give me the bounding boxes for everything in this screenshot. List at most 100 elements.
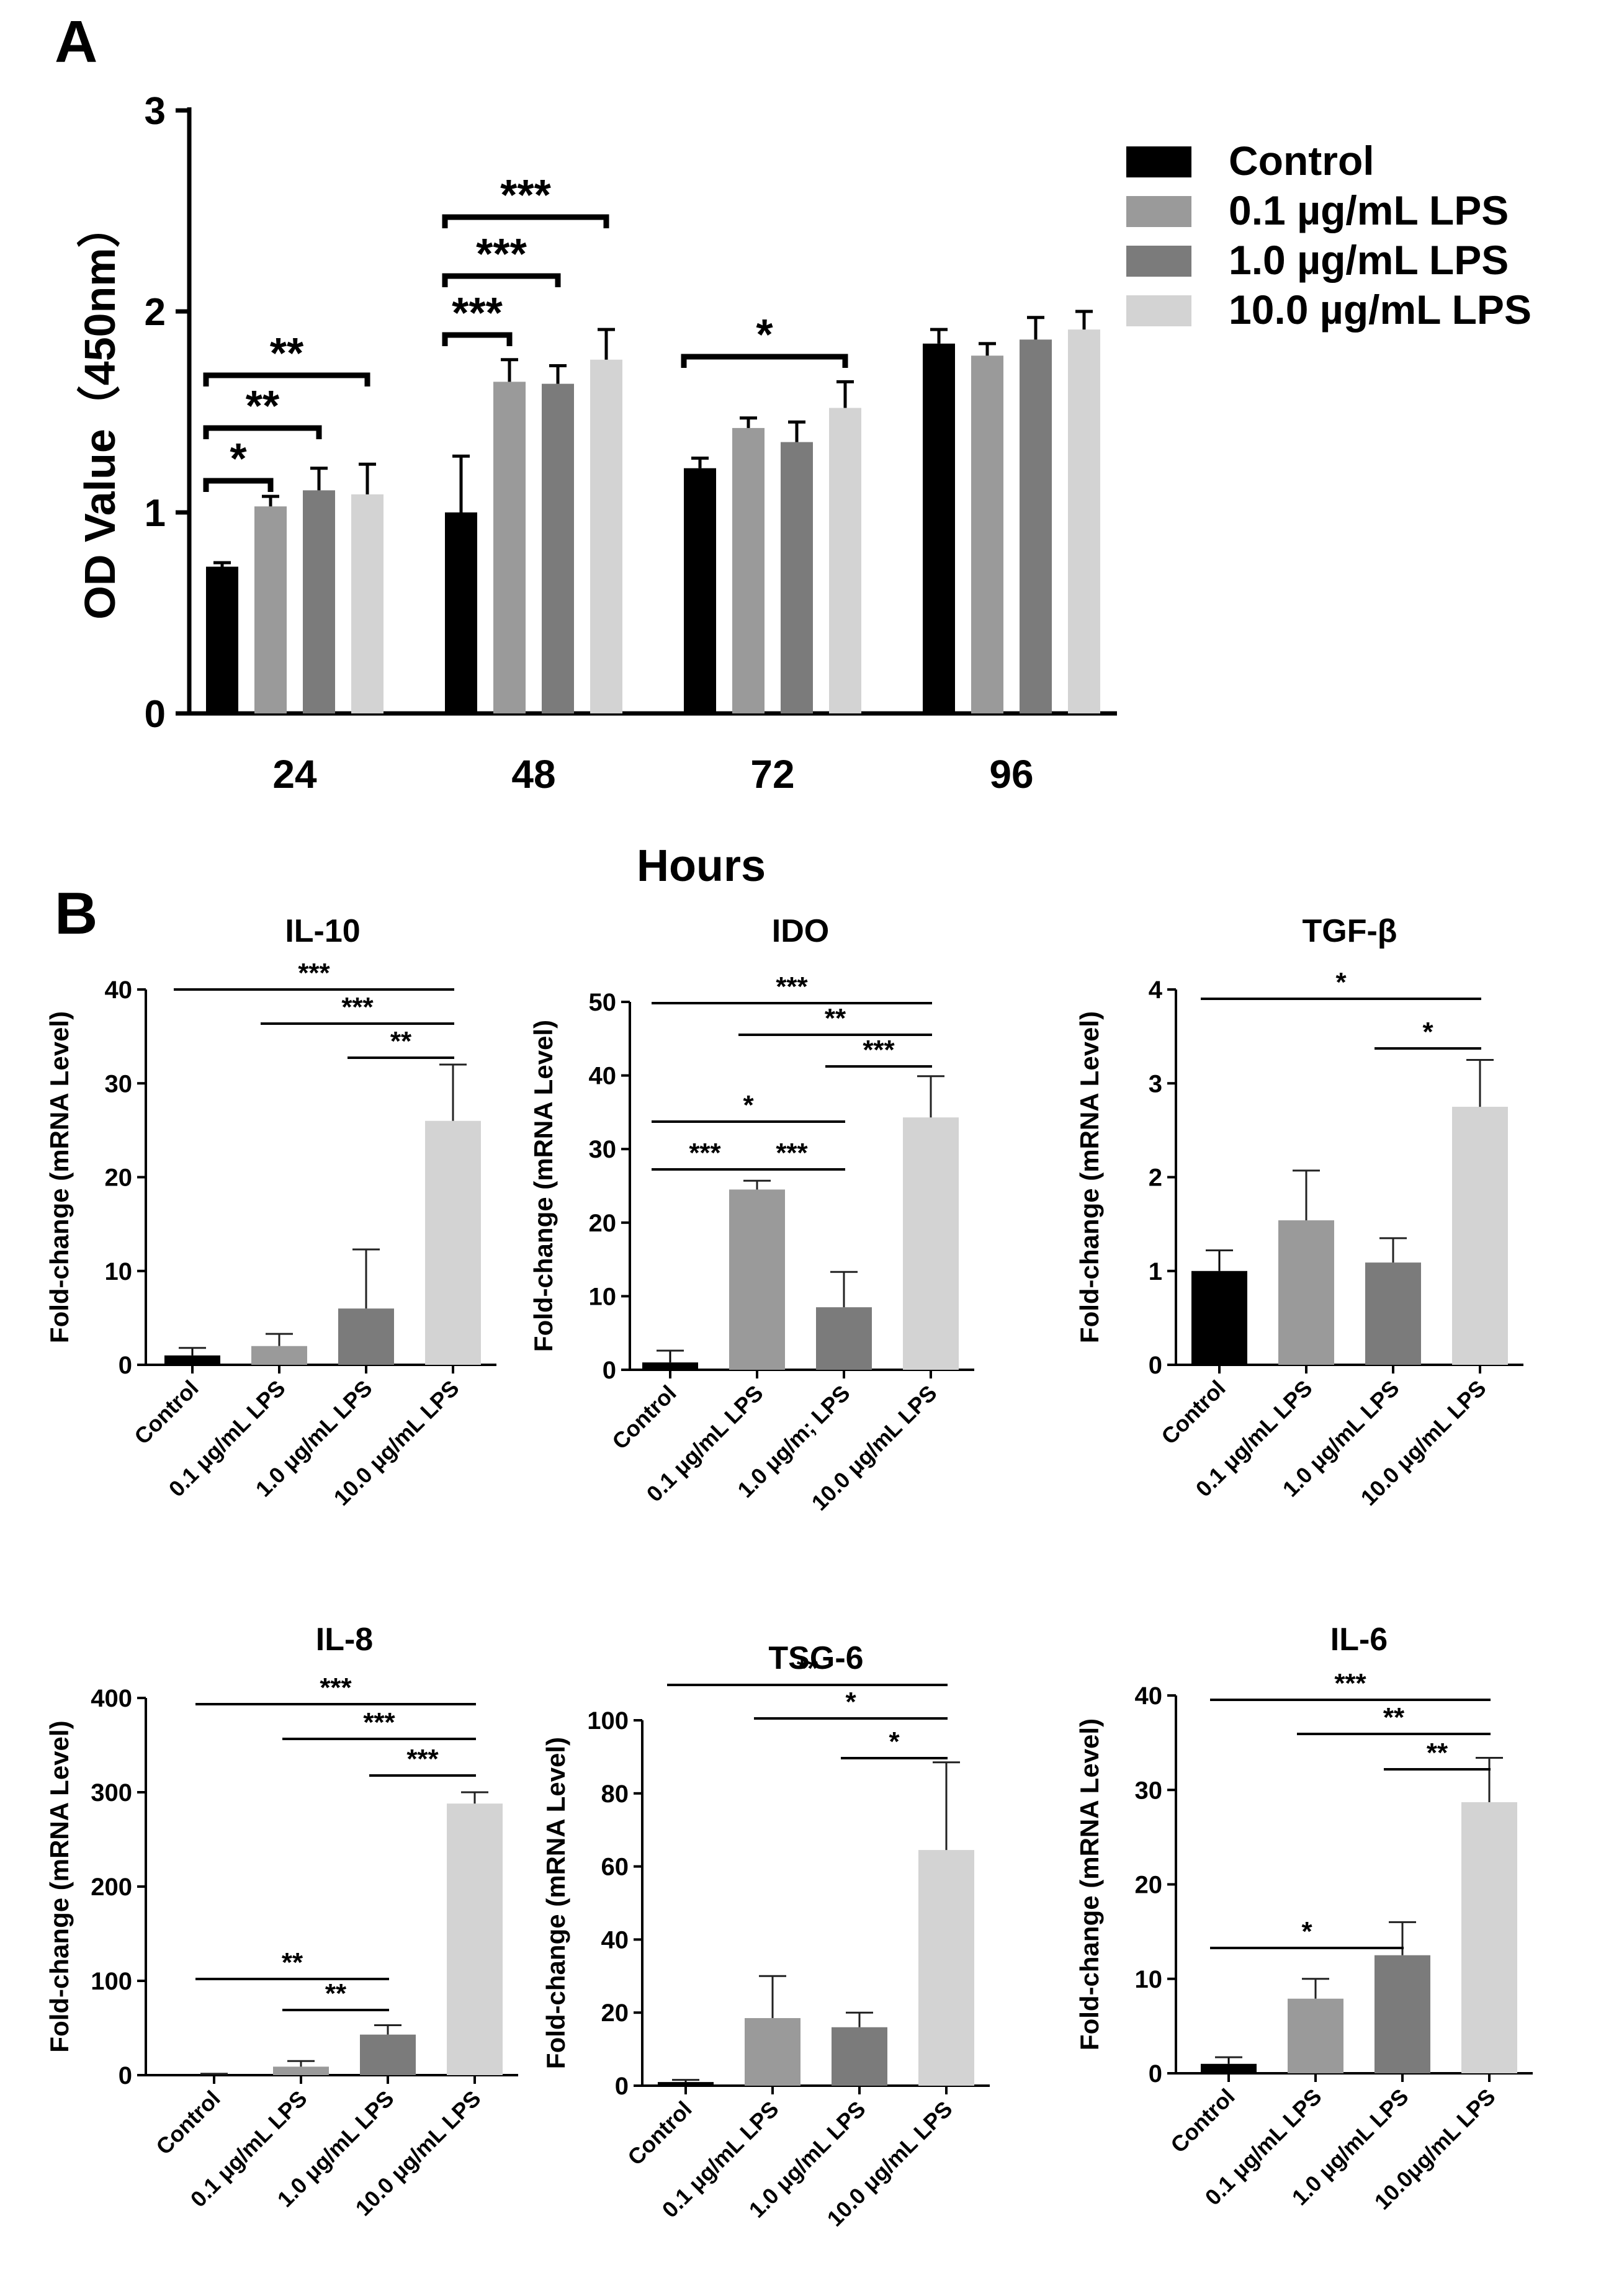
- bar: [590, 359, 622, 713]
- y-tick-label: 300: [91, 1779, 132, 1807]
- bar: [903, 1117, 959, 1370]
- x-axis-title: Hours: [637, 841, 766, 891]
- legend-swatch: [1126, 295, 1191, 326]
- bar: [1278, 1220, 1334, 1365]
- bar: [351, 494, 383, 713]
- significance-label: *: [1422, 1017, 1433, 1047]
- bar: [816, 1307, 872, 1370]
- bar: [1068, 329, 1100, 713]
- bar: [1365, 1262, 1421, 1365]
- y-tick-label: 10: [1135, 1966, 1163, 1993]
- bar: [1452, 1107, 1508, 1365]
- significance-label: ***: [776, 1138, 808, 1168]
- bar: [251, 1346, 307, 1365]
- bar: [971, 355, 1003, 713]
- bar: [447, 1803, 503, 2075]
- y-axis-title: Fold-change (mRNA Level): [45, 1011, 74, 1343]
- significance-bracket: [681, 354, 848, 368]
- y-axis-title: Fold-change (mRNA Level): [529, 1020, 558, 1352]
- significance-label: **: [246, 382, 280, 430]
- significance-label: *: [743, 1090, 754, 1120]
- bar: [923, 343, 955, 713]
- significance-bracket: [442, 273, 561, 287]
- y-tick-label: 0: [603, 1357, 616, 1384]
- bar: [338, 1308, 394, 1365]
- bar: [1191, 1271, 1247, 1365]
- bar: [829, 408, 861, 713]
- y-tick-label: 10: [105, 1258, 133, 1285]
- subplot-title: IDO: [772, 913, 829, 949]
- y-tick-label: 80: [601, 1780, 629, 1808]
- significance-label: ***: [363, 1707, 395, 1738]
- bar: [206, 566, 238, 713]
- significance-label: ***: [1334, 1668, 1366, 1699]
- significance-label: ***: [406, 1744, 439, 1774]
- significance-label: *: [1301, 1916, 1312, 1947]
- bar: [658, 2082, 714, 2086]
- y-tick-label: 0: [615, 2073, 629, 2100]
- legend-label: 1.0 µg/mL LPS: [1229, 237, 1509, 283]
- panel-label-a: A: [55, 9, 97, 75]
- significance-label: **: [325, 1978, 347, 2009]
- legend-swatch: [1126, 146, 1191, 177]
- bar: [1375, 1955, 1430, 2073]
- x-tick-label: 72: [750, 752, 794, 797]
- y-tick-label: 40: [1135, 1682, 1163, 1710]
- significance-bracket: [442, 332, 513, 346]
- subplot-title: TGF-β: [1302, 913, 1397, 949]
- y-tick-label: 4: [1149, 976, 1163, 1004]
- significance-label: ***: [320, 1673, 352, 1703]
- y-tick-label: 20: [589, 1210, 617, 1237]
- y-tick-label: 40: [105, 976, 133, 1004]
- bar: [1461, 1802, 1517, 2073]
- y-tick-label: 0: [1149, 2060, 1162, 2088]
- panel-label-b: B: [55, 880, 97, 947]
- bar: [164, 1355, 220, 1365]
- bar: [542, 383, 574, 713]
- y-tick-label: 1: [1149, 1258, 1162, 1285]
- y-tick-label: 2: [1149, 1164, 1162, 1192]
- bar: [832, 2027, 887, 2086]
- y-tick-label: 3: [145, 90, 166, 133]
- y-tick-label: 10: [589, 1283, 617, 1310]
- significance-label: ***: [776, 972, 808, 1002]
- y-tick-label: 3: [1149, 1070, 1162, 1097]
- y-tick-label: 400: [91, 1685, 132, 1712]
- bar: [425, 1120, 481, 1365]
- x-tick-label: 24: [272, 752, 317, 797]
- significance-label: **: [390, 1026, 412, 1056]
- bar: [254, 506, 287, 713]
- legend-swatch: [1126, 196, 1191, 227]
- subplot-title: IL-6: [1330, 1622, 1388, 1658]
- y-tick-label: 100: [587, 1707, 629, 1735]
- y-tick-label: 30: [105, 1070, 133, 1097]
- y-axis-title: Fold-change (mRNA Level): [1075, 1718, 1104, 2050]
- bar: [493, 382, 526, 713]
- significance-label: **: [282, 1947, 303, 1978]
- significance-label: *: [230, 434, 247, 483]
- x-tick-label: 48: [511, 752, 555, 797]
- significance-label: **: [1427, 1738, 1448, 1768]
- bar: [918, 1850, 974, 2086]
- y-tick-label: 50: [589, 989, 617, 1016]
- legend-label: Control: [1229, 138, 1375, 184]
- bar: [684, 468, 716, 713]
- y-tick-label: 0: [1149, 1352, 1162, 1379]
- subplot-title: IL-8: [316, 1622, 373, 1658]
- significance-label: ***: [452, 288, 503, 337]
- significance-bracket: [442, 214, 609, 228]
- y-tick-label: 2: [145, 291, 166, 334]
- y-tick-label: 20: [601, 1999, 629, 2027]
- significance-label: **: [270, 329, 304, 377]
- significance-label: *: [889, 1726, 900, 1757]
- subplot-title: IL-10: [285, 913, 360, 949]
- significance-bracket: [203, 425, 322, 439]
- bar: [642, 1362, 698, 1370]
- significance-bracket: [203, 372, 370, 386]
- legend-swatch: [1126, 246, 1191, 277]
- significance-label: *: [1335, 967, 1347, 998]
- bar: [1020, 339, 1052, 713]
- significance-bracket: [203, 478, 274, 492]
